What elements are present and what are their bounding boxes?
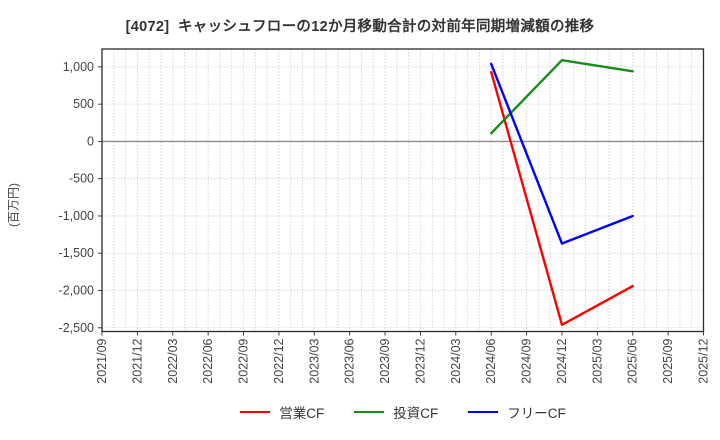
x-tick-label: 2025/06 — [626, 338, 640, 383]
legend-item-investing-cf: 投資CF — [354, 402, 438, 422]
chart-legend: 営業CF 投資CF フリーCF — [102, 402, 704, 422]
x-tick-label: 2022/03 — [166, 338, 180, 383]
x-tick-label: 2021/09 — [95, 338, 109, 383]
y-tick-label: 0 — [87, 134, 94, 148]
x-tick-label: 2023/03 — [307, 338, 321, 383]
y-tick-label: -1,500 — [59, 246, 94, 260]
x-tick-label: 2024/09 — [520, 338, 534, 383]
x-tick-label: 2022/06 — [201, 338, 215, 383]
y-tick-label: -2,000 — [59, 284, 94, 298]
x-tick-label: 2025/03 — [590, 338, 604, 383]
legend-item-free-cf: フリーCF — [468, 402, 566, 422]
legend-item-operating-cf: 営業CF — [240, 402, 324, 422]
series-line-investing-cf — [490, 58, 634, 135]
y-tick-label: 500 — [73, 97, 94, 111]
x-tick-label: 2025/12 — [697, 338, 711, 383]
y-tick-label: -500 — [69, 172, 94, 186]
y-tick-label: -2,500 — [59, 321, 94, 335]
x-tick-label: 2023/12 — [413, 338, 427, 383]
x-tick-label: 2024/03 — [449, 338, 463, 383]
x-tick-label: 2025/09 — [661, 338, 675, 383]
legend-swatch-investing-cf — [354, 411, 385, 413]
x-tick-label: 2022/09 — [237, 338, 251, 383]
series-line-operating-cf — [490, 70, 634, 326]
legend-label-investing-cf: 投資CF — [393, 406, 439, 421]
legend-swatch-free-cf — [468, 411, 499, 413]
x-tick-label: 2023/06 — [343, 338, 357, 383]
x-tick-label: 2024/12 — [555, 338, 569, 383]
x-tick-label: 2021/12 — [130, 338, 144, 383]
legend-swatch-operating-cf — [240, 411, 271, 413]
plot-frame — [101, 48, 705, 333]
legend-label-operating-cf: 営業CF — [279, 406, 325, 421]
series-line-free-cf — [490, 62, 634, 245]
y-tick-label: -1,000 — [59, 209, 94, 223]
x-tick-label: 2024/06 — [484, 338, 498, 383]
x-tick-label: 2023/09 — [378, 338, 392, 383]
chart-title: [4072] キャッシュフローの12か月移動合計の対前年同期増減額の推移 — [125, 19, 595, 35]
y-tick-label: 1,000 — [63, 60, 94, 74]
x-tick-label: 2022/12 — [272, 338, 286, 383]
legend-label-free-cf: フリーCF — [507, 406, 566, 421]
